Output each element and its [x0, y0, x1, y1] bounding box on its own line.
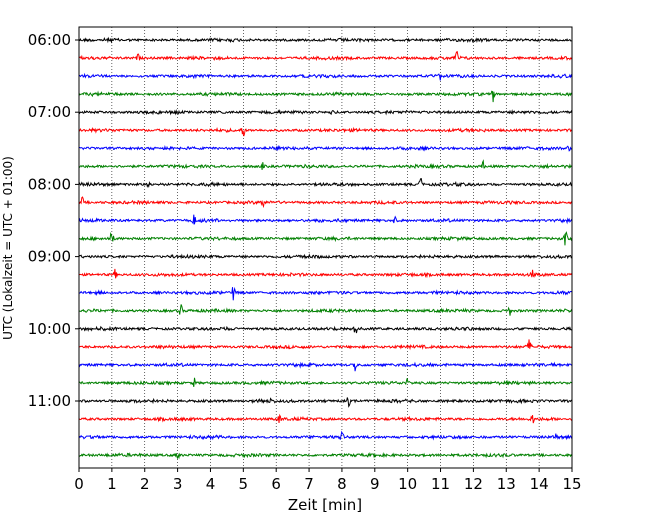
x-tick-label: 11 [431, 475, 450, 493]
seismic-trace [78, 50, 573, 62]
plot-area [79, 27, 572, 468]
seismic-trace [78, 108, 573, 116]
x-tick-label: 6 [271, 475, 281, 493]
x-tick-label: 7 [304, 475, 314, 493]
seismic-trace [78, 159, 573, 170]
x-tick-label: 15 [562, 475, 581, 493]
x-tick-label: 8 [337, 475, 347, 493]
x-tick-label: 0 [74, 475, 84, 493]
seismic-trace [78, 286, 573, 301]
y-tick-label: 06:00 [28, 31, 71, 49]
y-axis-label: UTC (Lokalzeit = UTC + 01:00) [1, 156, 15, 340]
seismic-trace [78, 268, 573, 279]
seismic-trace [78, 36, 573, 44]
seismic-trace [78, 361, 573, 372]
x-tick-label: 9 [370, 475, 380, 493]
y-tick-label: 10:00 [28, 320, 71, 338]
x-axis-label: Zeit [min] [288, 496, 362, 514]
seismic-trace [78, 177, 573, 188]
seismic-trace [78, 126, 573, 137]
y-tick-label: 08:00 [28, 175, 71, 193]
seismic-trace [78, 144, 573, 152]
seismic-trace [78, 397, 573, 408]
seismic-trace [78, 90, 573, 103]
x-tick-label: 5 [239, 475, 249, 493]
x-tick-label: 3 [173, 475, 183, 493]
seismic-trace [79, 377, 573, 387]
x-tick-label: 4 [206, 475, 216, 493]
seismic-trace [78, 231, 573, 246]
seismic-trace [78, 430, 573, 441]
seismic-trace [78, 196, 573, 209]
traces [78, 36, 573, 460]
seismic-trace [78, 253, 573, 260]
x-tick-label: 10 [398, 475, 417, 493]
x-tick-label: 13 [497, 475, 516, 493]
seismic-trace [78, 214, 573, 225]
y-tick-label: 11:00 [28, 392, 71, 410]
seismic-trace [78, 413, 573, 424]
seismic-trace [78, 339, 573, 351]
y-axis-ticks: 06:00 07:00 08:00 09:00 10:00 11:00 [28, 31, 79, 410]
x-tick-label: 2 [140, 475, 150, 493]
seismic-trace [78, 325, 573, 334]
x-tick-label: 14 [530, 475, 549, 493]
x-tick-label: 1 [107, 475, 117, 493]
seismic-trace [78, 451, 573, 460]
plot-frame [78, 26, 573, 469]
x-axis-ticks: 0 1 2 3 4 5 6 7 8 9 10 11 12 13 14 15 [74, 468, 582, 493]
seismic-trace [78, 72, 573, 81]
seismic-trace [78, 304, 573, 316]
y-tick-label: 07:00 [28, 103, 71, 121]
y-tick-label: 09:00 [28, 248, 71, 266]
x-tick-label: 12 [464, 475, 483, 493]
